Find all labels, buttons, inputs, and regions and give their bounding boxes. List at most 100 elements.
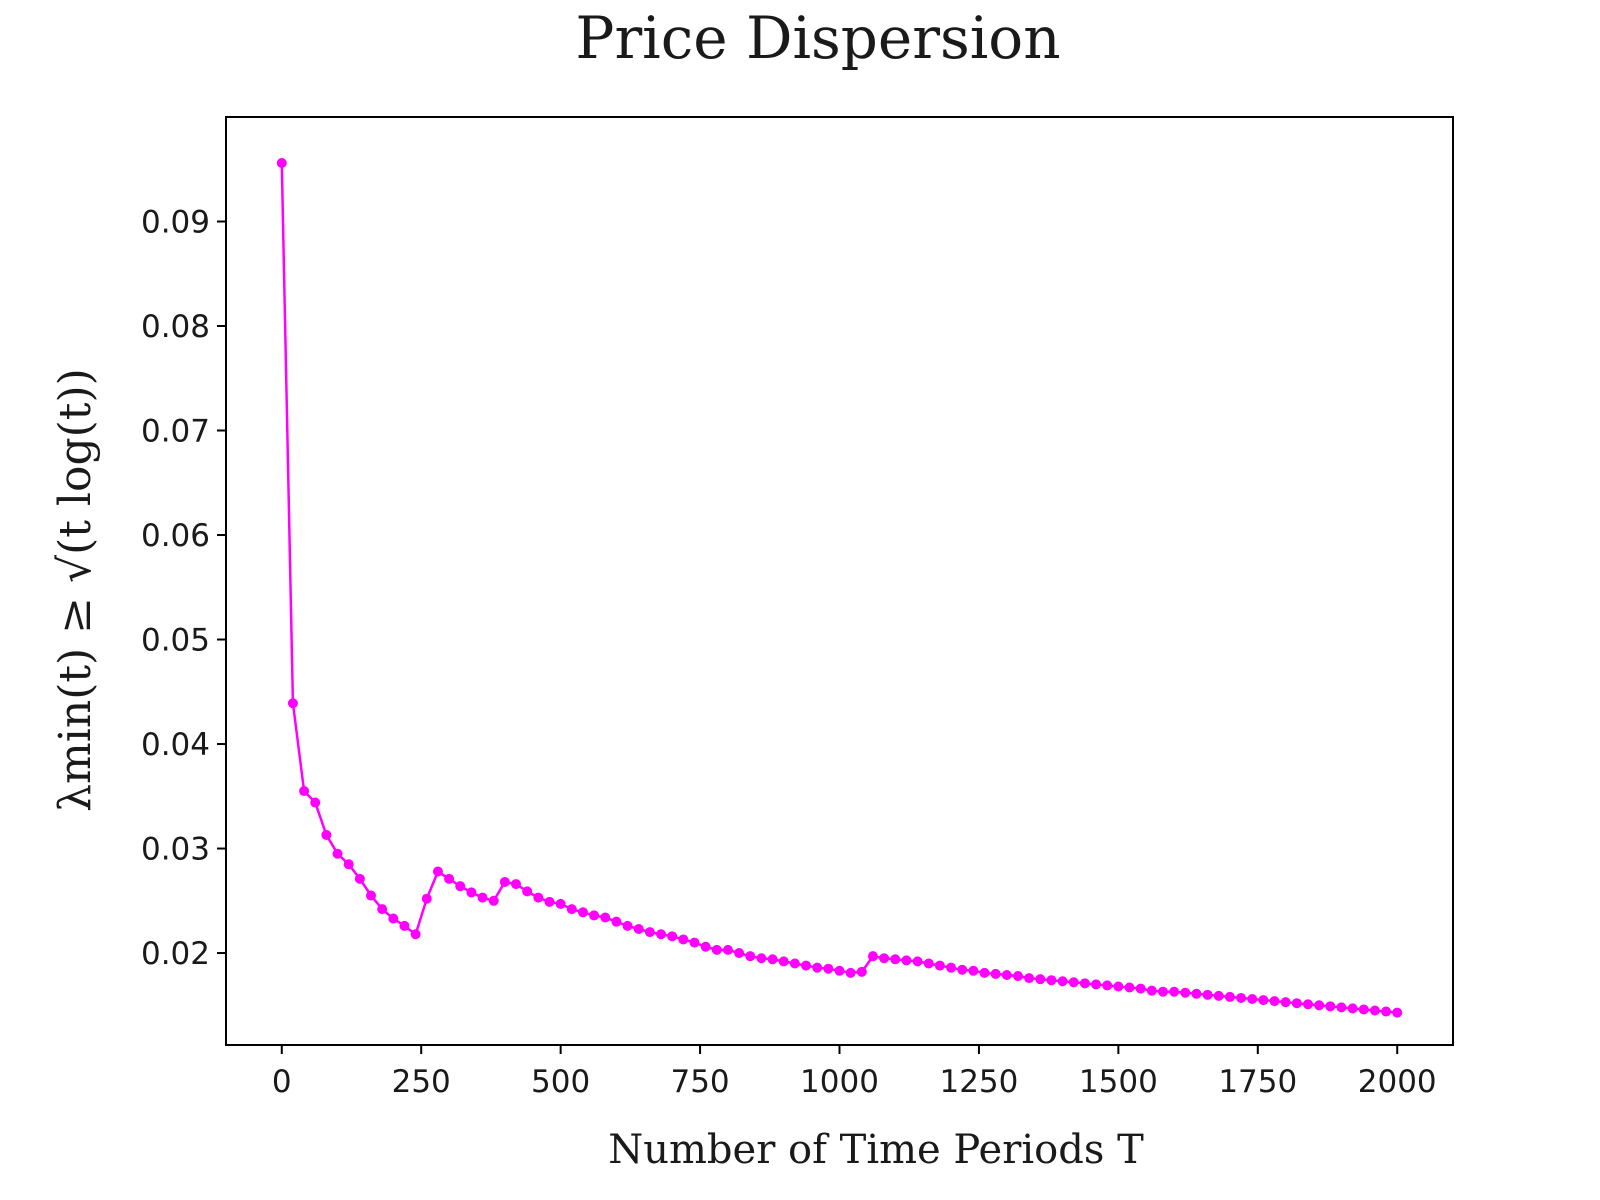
data-point: [1169, 986, 1180, 997]
x-tick-label: 500: [531, 1064, 590, 1100]
data-point: [477, 892, 488, 903]
data-point: [1347, 1003, 1358, 1014]
data-point: [1046, 975, 1057, 986]
data-point: [890, 954, 901, 965]
x-tick-label: 750: [670, 1064, 729, 1100]
data-point: [1381, 1006, 1392, 1017]
data-point: [1280, 997, 1291, 1008]
y-tick-label: 0.05: [141, 623, 210, 659]
y-tick-label: 0.08: [141, 309, 210, 345]
data-point: [366, 890, 377, 901]
data-point: [377, 904, 388, 915]
data-point: [299, 786, 310, 797]
data-point: [354, 873, 365, 884]
data-point: [332, 848, 343, 859]
data-point: [1258, 995, 1269, 1006]
data-point: [1236, 992, 1247, 1003]
data-point: [1079, 978, 1090, 989]
y-tick-label: 0.03: [141, 832, 210, 868]
data-point: [1202, 989, 1213, 1000]
data-point: [1068, 977, 1079, 988]
data-point: [466, 887, 477, 898]
data-point: [1291, 998, 1302, 1009]
data-point: [276, 157, 287, 168]
data-point: [789, 958, 800, 969]
data-point: [1392, 1007, 1403, 1018]
data-point: [1124, 982, 1135, 993]
data-point: [1057, 976, 1068, 987]
data-point: [734, 948, 745, 959]
data-point: [1358, 1004, 1369, 1015]
data-point: [845, 967, 856, 978]
data-point: [1180, 987, 1191, 998]
x-tick-label: 2000: [1358, 1064, 1437, 1100]
data-point: [1001, 969, 1012, 980]
series-line: [280, 162, 1398, 1014]
data-point: [343, 859, 354, 870]
data-point: [722, 944, 733, 955]
x-tick-label: 1000: [800, 1064, 879, 1100]
data-point: [1102, 980, 1113, 991]
data-point: [656, 929, 667, 940]
data-point: [399, 920, 410, 931]
data-point: [522, 886, 533, 897]
data-point: [667, 931, 678, 942]
data-point: [622, 920, 633, 931]
data-point: [823, 963, 834, 974]
x-axis-label: Number of Time Periods T: [608, 1127, 1144, 1173]
y-tick-label: 0.07: [141, 414, 210, 450]
data-point: [990, 968, 1001, 979]
data-point: [678, 934, 689, 945]
data-point: [310, 797, 321, 808]
y-tick-label: 0.06: [141, 518, 210, 554]
data-point: [511, 879, 522, 890]
series-markers: [276, 157, 1403, 1018]
data-point: [968, 965, 979, 976]
data-point: [879, 953, 890, 964]
data-point: [1035, 974, 1046, 985]
data-point: [1157, 986, 1168, 997]
data-point: [410, 929, 421, 940]
data-point: [1191, 988, 1202, 999]
data-point: [856, 966, 867, 977]
plot-area-frame: [225, 116, 1454, 1046]
data-point: [912, 956, 923, 967]
data-point: [745, 951, 756, 962]
x-tick-label: 0: [272, 1064, 292, 1100]
y-axis-ticks: 0.02 0.03 0.04 0.05 0.06 0.07 0.08 0.09: [141, 205, 226, 972]
data-point: [1113, 981, 1124, 992]
data-point: [923, 958, 934, 969]
data-point: [1024, 973, 1035, 984]
data-point: [901, 955, 912, 966]
x-axis-ticks: 0 250 500 750 1000 1250 1500 1750 2000: [272, 1045, 1437, 1100]
x-tick-label: 1250: [939, 1064, 1018, 1100]
data-point: [432, 866, 443, 877]
data-point: [979, 967, 990, 978]
data-point: [544, 896, 555, 907]
data-point: [867, 951, 878, 962]
chart-title: Price Dispersion: [575, 4, 1060, 72]
data-point: [700, 941, 711, 952]
data-point: [499, 876, 510, 887]
data-point: [1135, 983, 1146, 994]
data-point: [1369, 1005, 1380, 1016]
data-point: [488, 895, 499, 906]
data-point: [957, 964, 968, 975]
data-point: [611, 916, 622, 927]
data-point: [946, 962, 957, 973]
data-point: [756, 953, 767, 964]
data-point: [566, 904, 577, 915]
data-point: [1302, 999, 1313, 1010]
data-point: [1269, 996, 1280, 1007]
data-point: [1012, 971, 1023, 982]
data-point: [934, 960, 945, 971]
data-point: [1314, 1000, 1325, 1011]
data-point: [1146, 985, 1157, 996]
y-tick-label: 0.04: [141, 727, 210, 763]
x-tick-label: 1750: [1218, 1064, 1297, 1100]
data-point: [644, 927, 655, 938]
data-point: [767, 954, 778, 965]
data-point: [834, 965, 845, 976]
data-point: [633, 924, 644, 934]
